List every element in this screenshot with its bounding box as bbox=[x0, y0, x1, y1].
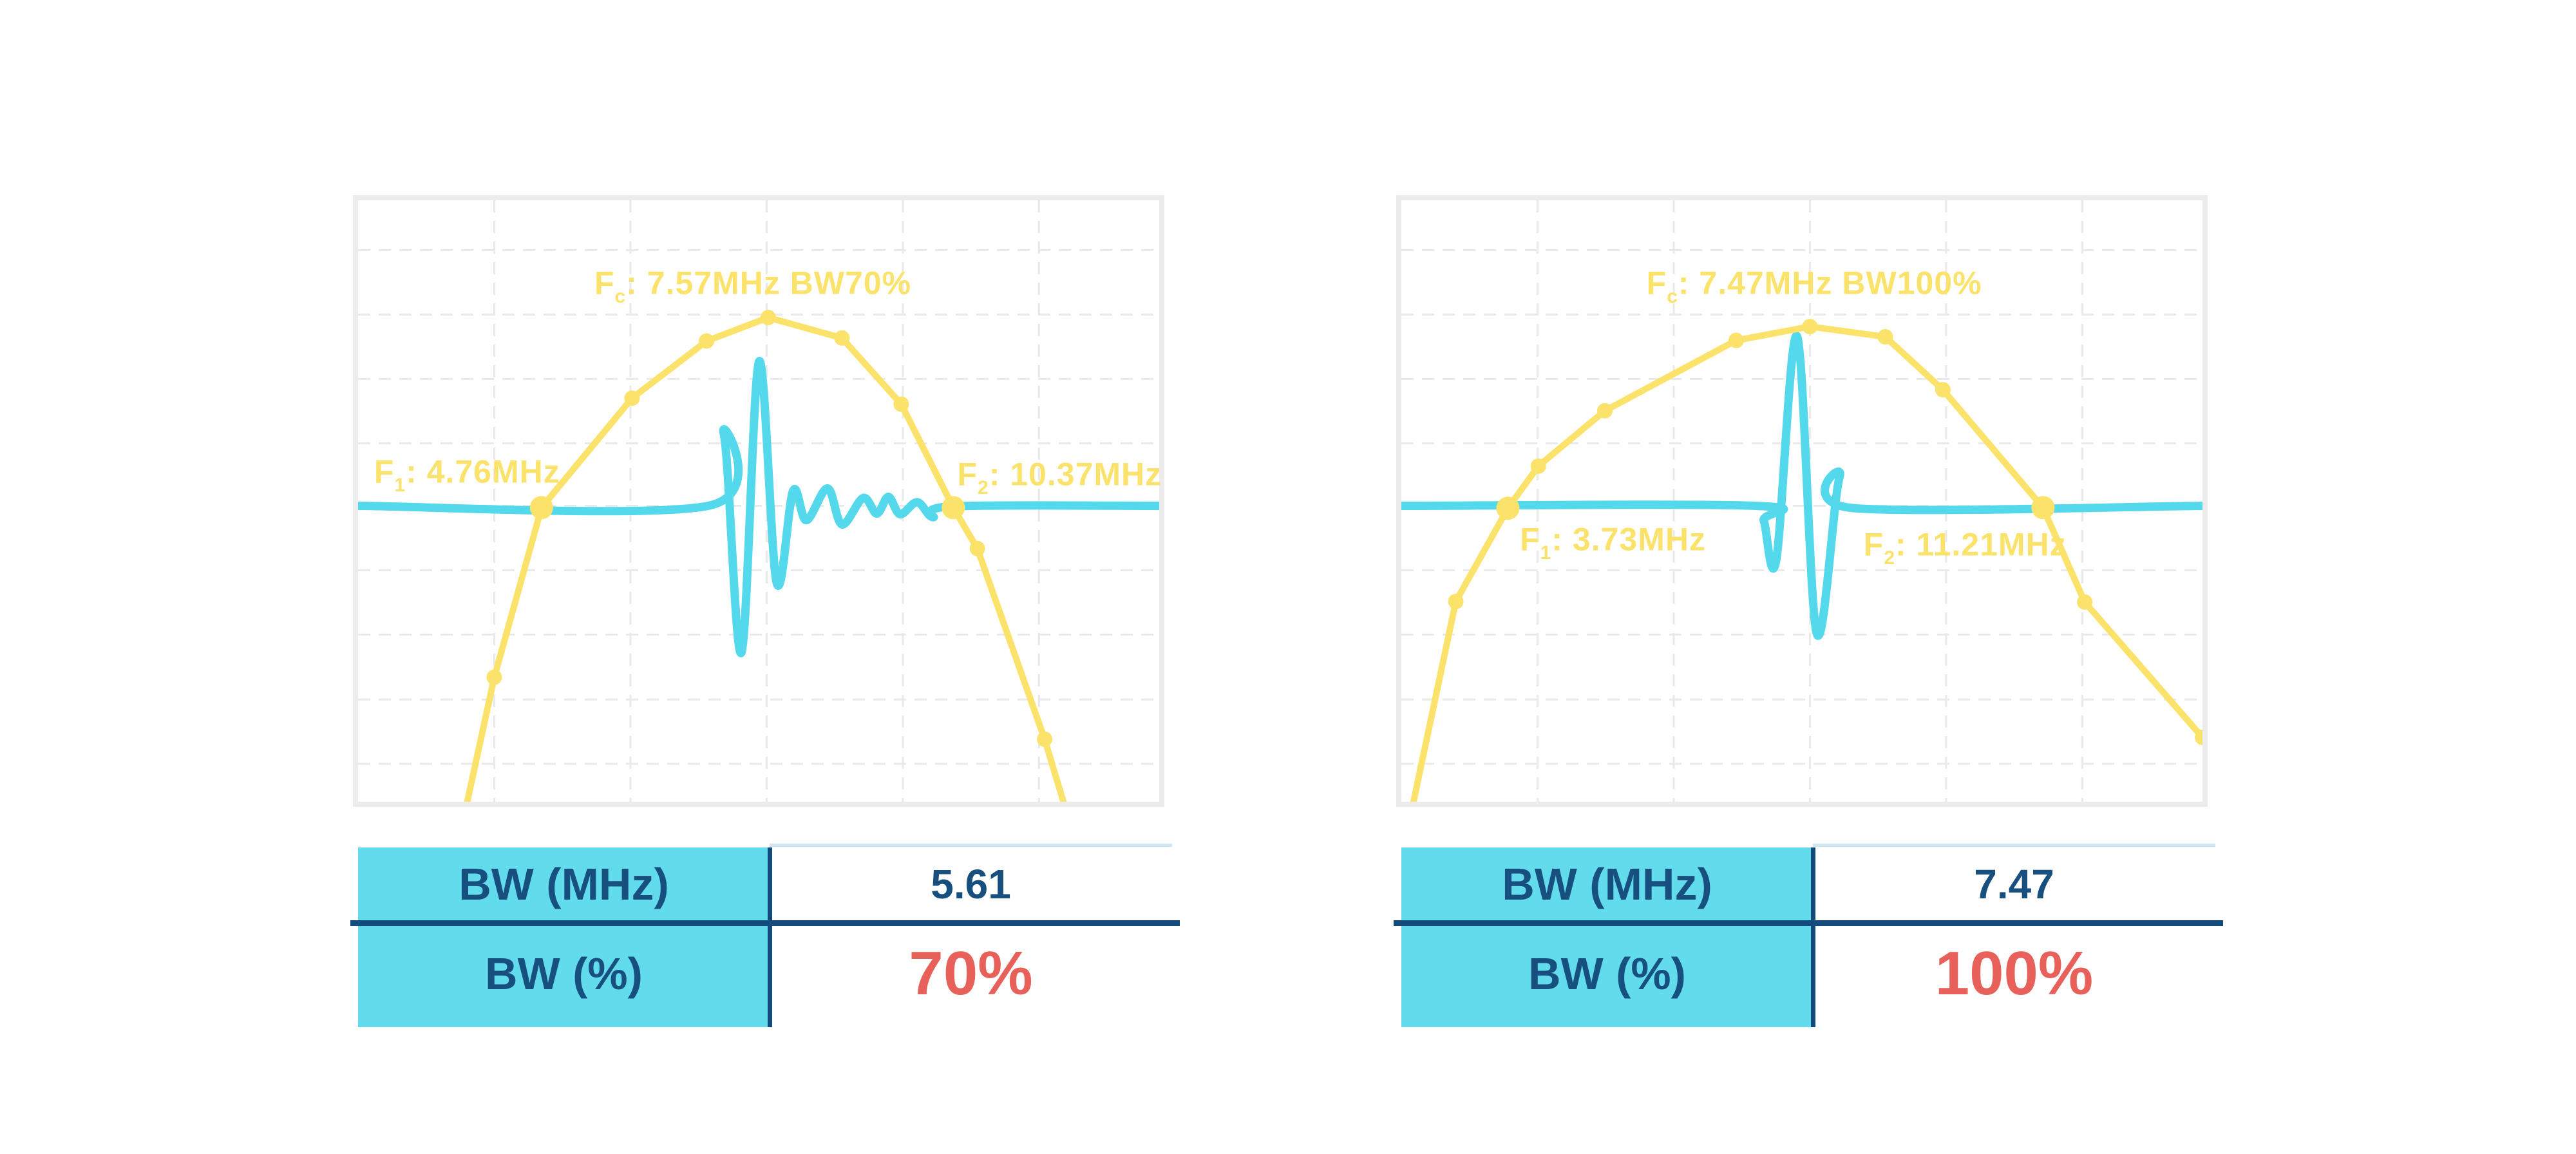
grid-lines bbox=[358, 200, 1159, 802]
table-column-divider bbox=[1811, 847, 1815, 1027]
table-column-divider bbox=[768, 847, 772, 1027]
subscript: 1 bbox=[394, 474, 406, 496]
table-separator-line bbox=[1394, 920, 2223, 926]
subscript: c bbox=[1667, 285, 1678, 307]
table-row: BW (%) 100% bbox=[1401, 920, 2215, 1027]
plot-area bbox=[1401, 200, 2202, 802]
plot-area bbox=[358, 200, 1159, 802]
subscript: 2 bbox=[978, 477, 989, 498]
table-separator-line bbox=[350, 920, 1180, 926]
echo-waveform-series bbox=[358, 357, 1159, 657]
table-row: BW (%) 70% bbox=[358, 920, 1172, 1027]
fc-annotation: Fc: 7.47MHz BW100% bbox=[1646, 264, 1982, 307]
subscript: 2 bbox=[1884, 547, 1896, 569]
bw-mhz-label-cell: BW (MHz) bbox=[1401, 847, 1813, 920]
bw-pct-value-cell: 70% bbox=[770, 920, 1172, 1027]
bw-mhz-value-cell: 5.61 bbox=[770, 847, 1172, 920]
spectrum-data-point-markers bbox=[486, 310, 1053, 747]
spectrum-chart-bw70: Fc: 7.57MHz BW70% F1: 4.76MHz F2: 10.37MHz bbox=[353, 195, 1164, 807]
echo-waveform-series bbox=[1401, 332, 2202, 640]
frequency-spectrum-series bbox=[1410, 323, 2202, 802]
bw-pct-label-cell: BW (%) bbox=[1401, 920, 1813, 1027]
table-top-accent-line bbox=[1813, 844, 2215, 847]
subscript: c bbox=[614, 285, 627, 307]
fc-annotation: Fc: 7.57MHz BW70% bbox=[594, 264, 912, 307]
table-row: BW (MHz) 7.47 bbox=[1401, 847, 2215, 920]
bw-pct-label-cell: BW (%) bbox=[358, 920, 770, 1027]
bw-mhz-value-cell: 7.47 bbox=[1813, 847, 2215, 920]
bw-mhz-label-cell: BW (MHz) bbox=[358, 847, 770, 920]
f1-annotation: F1: 4.76MHz bbox=[374, 453, 560, 496]
subscript: 1 bbox=[1540, 542, 1552, 564]
table-top-accent-line bbox=[770, 844, 1172, 847]
bw-pct-value-cell: 100% bbox=[1813, 920, 2215, 1027]
f2-annotation: F2: 11.21MHz bbox=[1863, 526, 2067, 569]
spectrum-data-point-markers bbox=[1448, 319, 2202, 746]
frequency-spectrum-series bbox=[464, 314, 1067, 802]
f2-annotation: F2: 10.37MHz bbox=[957, 455, 1162, 498]
f1-annotation: F1: 3.73MHz bbox=[1520, 521, 1706, 564]
spectrum-chart-bw100: Fc: 7.47MHz BW100% F1: 3.73MHz F2: 11.21MH… bbox=[1396, 195, 2208, 807]
table-row: BW (MHz) 5.61 bbox=[358, 847, 1172, 920]
